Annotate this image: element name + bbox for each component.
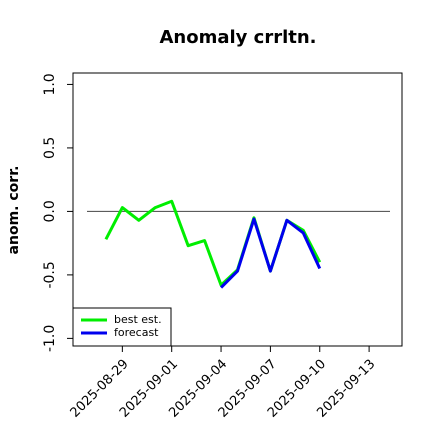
- legend-box: [72, 307, 172, 347]
- y-tick-label: 0.0: [42, 200, 58, 222]
- legend-label: best est.: [114, 313, 162, 326]
- data-line: [104, 199, 322, 287]
- plot-frame: [72, 72, 403, 347]
- y-tick-label: -1.0: [42, 325, 58, 352]
- y-tick-label: -0.5: [42, 261, 58, 288]
- y-tick-label: 1.0: [42, 73, 58, 95]
- y-tick-label: 0.5: [42, 137, 58, 159]
- chart-title: Anomaly crrltn.: [159, 27, 316, 48]
- data-line: [219, 217, 322, 289]
- y-axis-label: anom. corr.: [6, 166, 22, 255]
- legend-label: forecast: [114, 326, 159, 339]
